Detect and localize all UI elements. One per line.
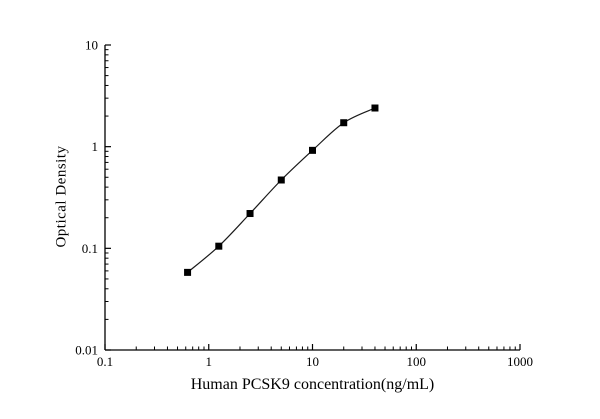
data-point-marker	[371, 104, 379, 112]
data-point-marker	[340, 119, 348, 127]
data-point-marker	[277, 176, 285, 184]
data-point-marker	[246, 210, 254, 218]
data-point-marker	[309, 146, 316, 154]
y-tick-label: 0.1	[82, 241, 98, 256]
data-point-marker	[184, 268, 192, 276]
data-point-marker	[215, 242, 223, 250]
y-tick-label: 1	[92, 139, 99, 154]
x-axis-label: Human PCSK9 concentration(ng/mL)	[190, 376, 435, 393]
axes	[104, 45, 520, 351]
data-points	[184, 104, 379, 276]
y-tick-label: 0.01	[75, 343, 98, 358]
x-tick-label: 0.1	[97, 354, 113, 369]
x-tick-label: 100	[407, 354, 427, 369]
y-axis-label: Optical Density	[53, 145, 70, 248]
axis-ticks	[104, 44, 521, 351]
x-tick-label: 1000	[507, 354, 533, 369]
x-tick-label: 10	[306, 354, 319, 369]
y-tick-label: 10	[85, 38, 98, 53]
x-tick-label: 1	[206, 354, 213, 369]
